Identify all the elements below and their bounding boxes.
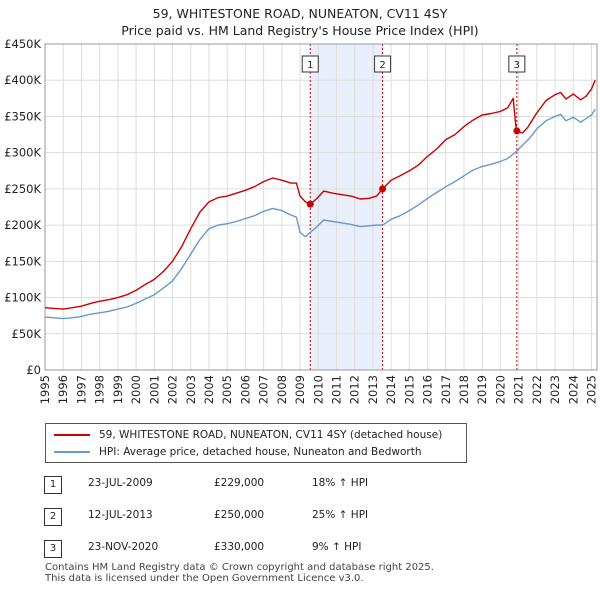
- y-tick-label: £200K: [4, 218, 41, 232]
- x-tick-label: 1996: [56, 375, 70, 404]
- x-tick-label: 1997: [74, 375, 88, 404]
- chart-title: 59, WHITESTONE ROAD, NUNEATON, CV11 4SY …: [0, 5, 600, 39]
- hpi-series-line: [44, 108, 596, 320]
- sale-point: [306, 200, 314, 208]
- x-tick-label: 2005: [220, 375, 234, 404]
- sale-hpi-change: 9% ↑ HPI: [312, 541, 362, 553]
- sale-row: 1 23-JUL-2009 £229,000 18% ↑ HPI: [0, 476, 600, 496]
- sale-period-shade: [310, 44, 383, 370]
- x-tick-label: 2015: [402, 375, 416, 404]
- x-tick-label: 1998: [93, 375, 107, 404]
- sale-hpi-change: 18% ↑ HPI: [312, 477, 369, 489]
- legend-item-hpi: HPI: Average price, detached house, Nune…: [54, 444, 421, 460]
- sale-hpi-change: 25% ↑ HPI: [312, 509, 369, 521]
- sale-date: 12-JUL-2013: [88, 509, 153, 521]
- y-tick-label: £300K: [4, 146, 41, 160]
- plot-frame: [44, 43, 598, 371]
- x-tick-label: 2014: [384, 375, 398, 404]
- chart-legend: 59, WHITESTONE ROAD, NUNEATON, CV11 4SY …: [45, 423, 467, 463]
- x-tick-label: 2007: [257, 375, 271, 404]
- sale-point: [513, 127, 521, 135]
- x-tick-label: 2016: [421, 375, 435, 404]
- sale-row: 3 23-NOV-2020 £330,000 9% ↑ HPI: [0, 540, 600, 560]
- x-tick-label: 2004: [202, 375, 216, 404]
- x-tick-label: 2022: [530, 375, 544, 404]
- x-tick-label: 2008: [275, 375, 289, 404]
- x-tick-label: 2018: [457, 375, 471, 404]
- sale-number-badge: 1: [44, 476, 62, 494]
- x-tick-label: 1999: [111, 375, 125, 404]
- x-tick-label: 2010: [311, 375, 325, 404]
- y-tick-label: £150K: [4, 254, 41, 268]
- legend-swatch-hpi: [54, 451, 90, 453]
- y-tick-label: £450K: [4, 37, 41, 51]
- title-line-1: 59, WHITESTONE ROAD, NUNEATON, CV11 4SY: [152, 6, 448, 21]
- sale-number-badge: 3: [44, 540, 62, 558]
- x-tick-label: 2006: [238, 375, 252, 404]
- x-tick-label: 2024: [566, 375, 580, 404]
- y-tick-label: £250K: [4, 182, 41, 196]
- legend-item-property: 59, WHITESTONE ROAD, NUNEATON, CV11 4SY …: [54, 427, 442, 443]
- sale-marker-box: [508, 55, 526, 73]
- x-tick-label: 1995: [38, 375, 52, 404]
- footer-line-1: Contains HM Land Registry data © Crown c…: [45, 562, 434, 573]
- y-tick-label: £50K: [12, 327, 42, 341]
- sale-number-badge: 2: [44, 508, 62, 526]
- sale-price: £229,000: [214, 477, 265, 489]
- sale-date: 23-NOV-2020: [88, 541, 159, 553]
- sale-point: [379, 185, 387, 193]
- x-tick-label: 2002: [166, 375, 180, 404]
- sale-marker-box: [301, 55, 319, 73]
- x-tick-label: 2013: [366, 375, 380, 404]
- x-tick-label: 2011: [330, 375, 344, 404]
- title-line-2: Price paid vs. HM Land Registry's House …: [121, 23, 479, 38]
- y-tick-label: £350K: [4, 109, 41, 123]
- x-tick-label: 2020: [493, 375, 507, 404]
- x-tick-label: 2021: [512, 375, 526, 404]
- legend-swatch-property: [54, 434, 90, 436]
- price-chart: £0 £50K £100K £150K £200K £250K £300K £350K £400…: [4, 37, 599, 404]
- x-tick-label: 2023: [548, 375, 562, 404]
- legend-label-hpi: HPI: Average price, detached house, Nune…: [99, 446, 422, 458]
- sale-price: £250,000: [214, 509, 265, 521]
- sale-row: 2 12-JUL-2013 £250,000 25% ↑ HPI: [0, 508, 600, 528]
- x-tick-label: 2000: [129, 375, 143, 404]
- footer-attribution: Contains HM Land Registry data © Crown c…: [45, 562, 434, 584]
- y-tick-label: £0: [26, 363, 41, 377]
- x-tick-label: 2009: [293, 375, 307, 404]
- legend-label-property: 59, WHITESTONE ROAD, NUNEATON, CV11 4SY …: [99, 429, 443, 441]
- sale-price: £330,000: [214, 541, 265, 553]
- y-tick-label: £400K: [4, 73, 41, 87]
- sale-marker-label: 2: [379, 60, 385, 71]
- x-tick-label: 2017: [439, 375, 453, 404]
- sale-date: 23-JUL-2009: [88, 477, 153, 489]
- x-tick-label: 2003: [184, 375, 198, 404]
- y-tick-label: £100K: [4, 291, 41, 305]
- x-tick-label: 2019: [475, 375, 489, 404]
- sale-marker-label: 1: [307, 60, 313, 71]
- x-tick-label: 2025: [585, 375, 599, 404]
- sale-marker-label: 3: [514, 60, 520, 71]
- footer-line-2: This data is licensed under the Open Gov…: [45, 573, 364, 584]
- sale-marker-box: [374, 55, 392, 73]
- x-tick-label: 2001: [147, 375, 161, 404]
- x-tick-label: 2012: [348, 375, 362, 404]
